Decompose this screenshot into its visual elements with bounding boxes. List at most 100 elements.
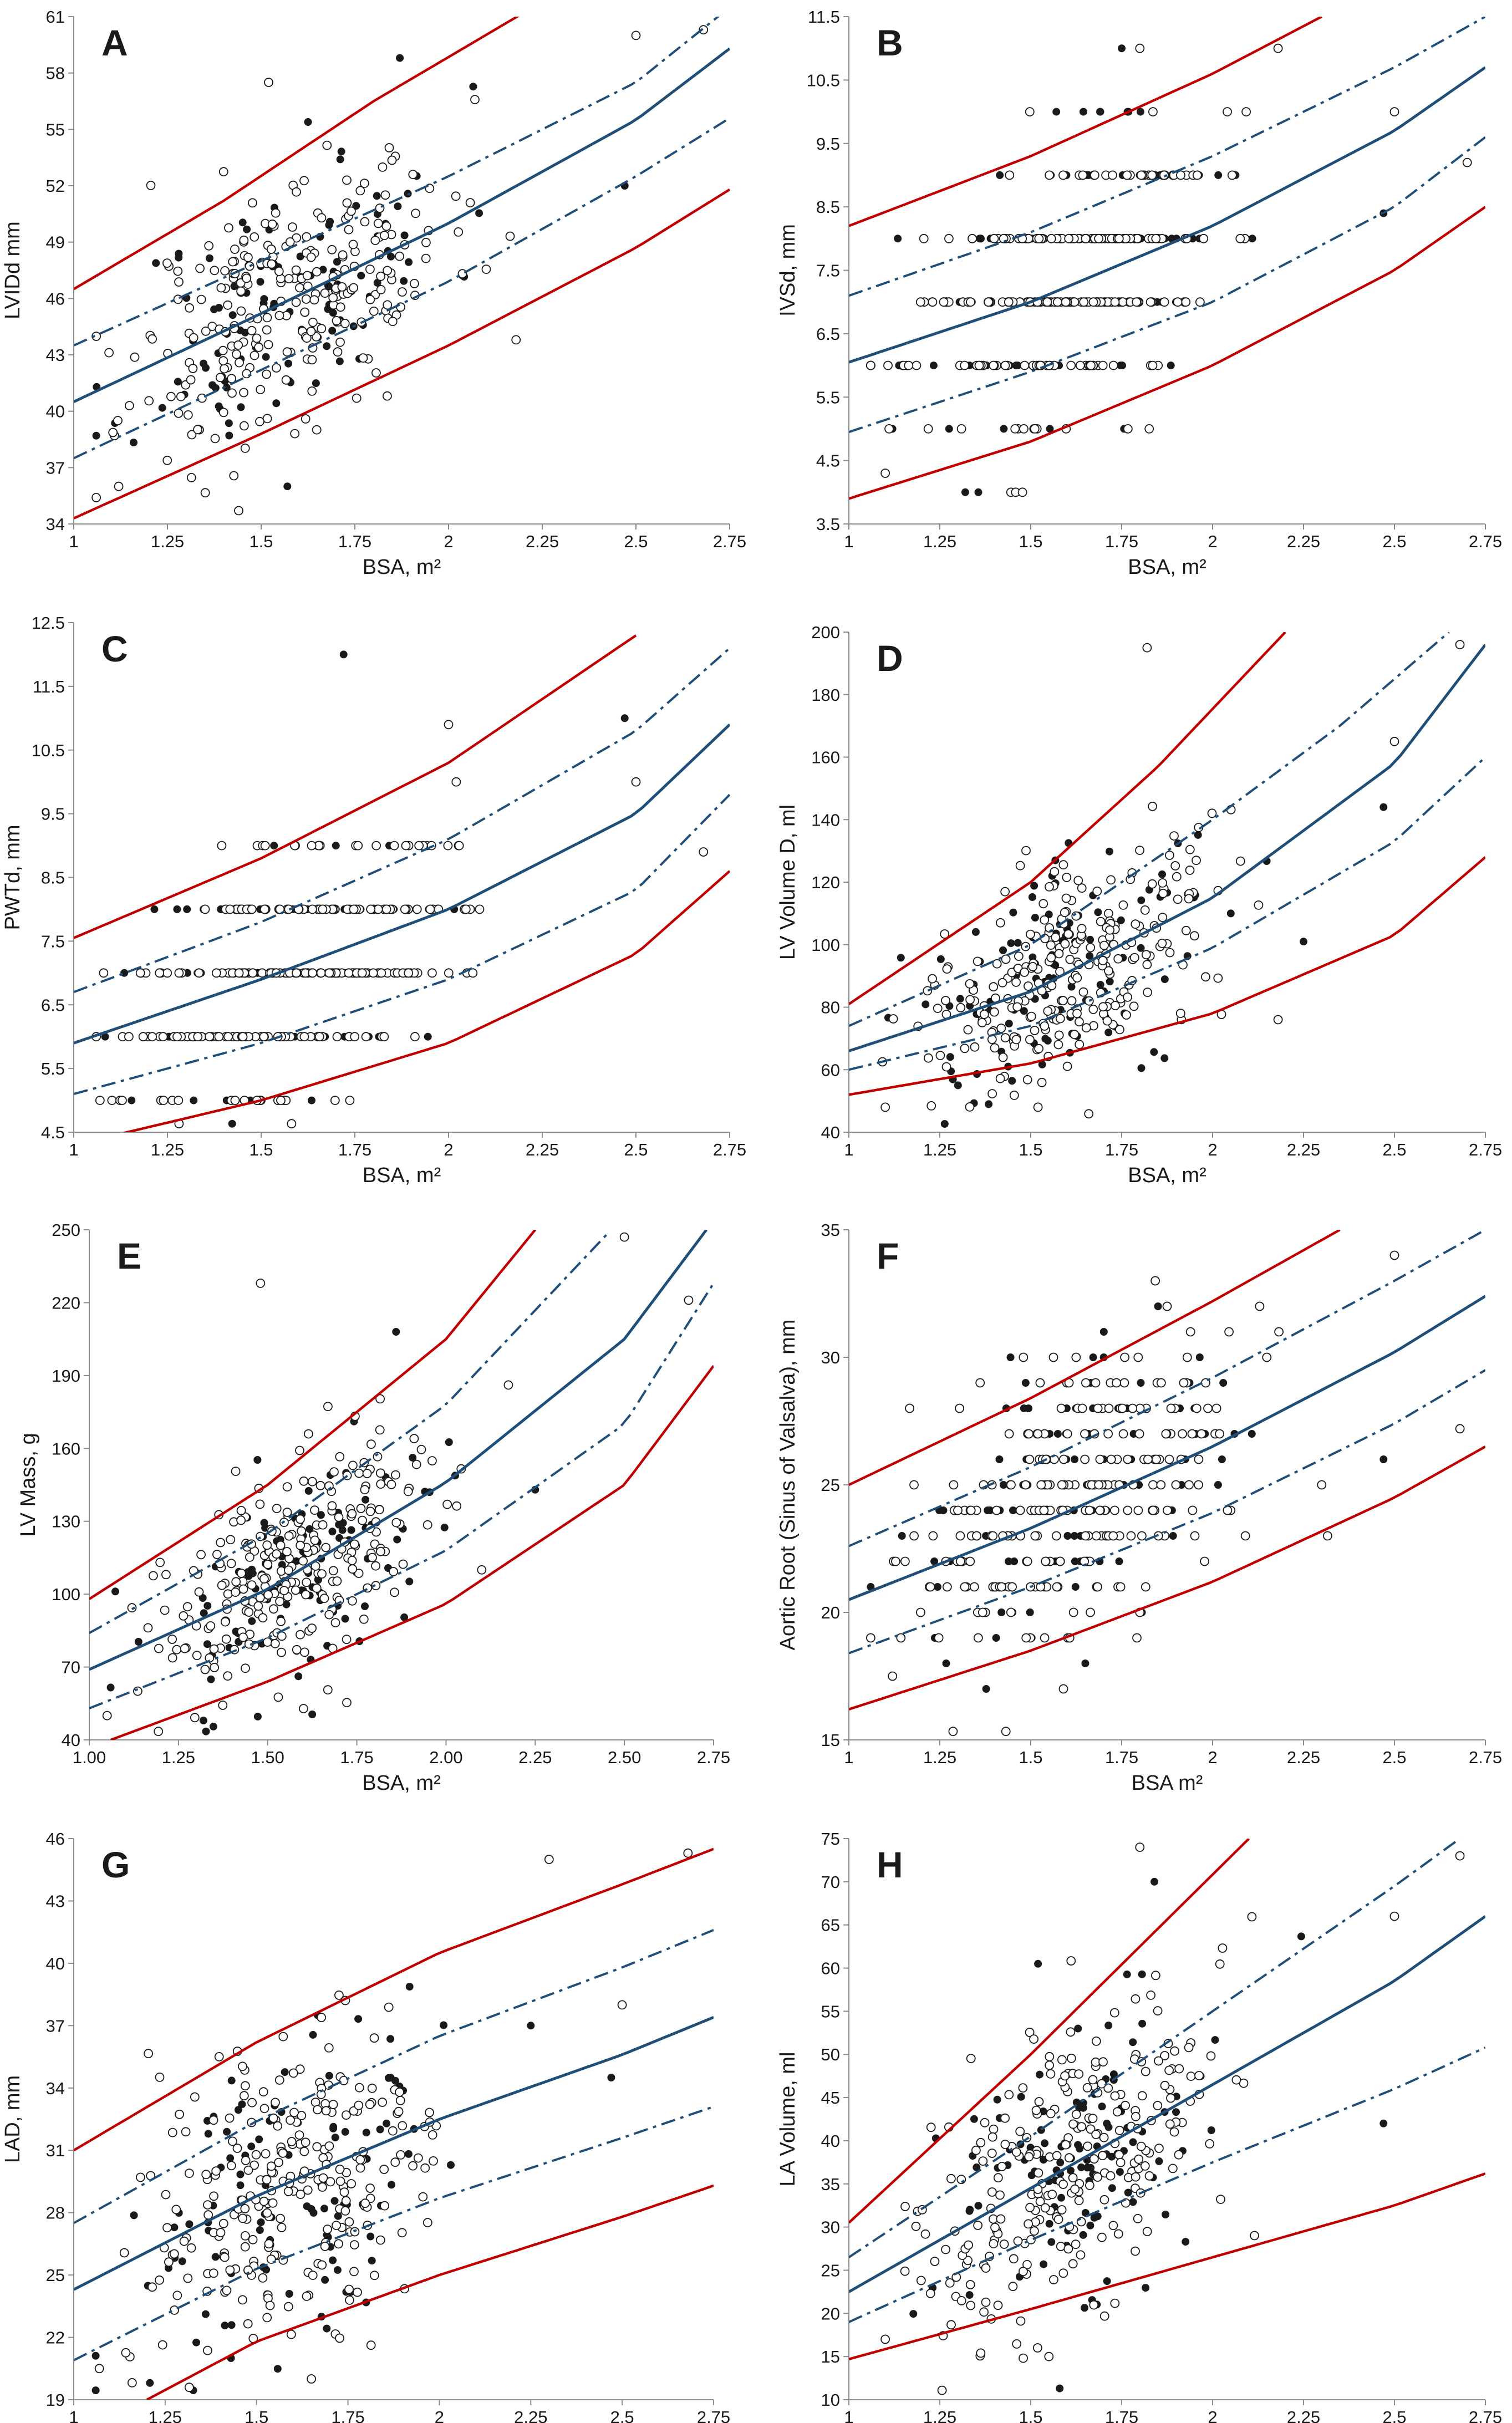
- data-point-filled: [309, 2208, 318, 2217]
- data-point-filled: [1071, 1455, 1078, 1463]
- plus-2sd-line: [849, 1839, 1461, 2258]
- data-point-filled: [1063, 1532, 1072, 1540]
- data-point-filled: [238, 218, 247, 227]
- data-point-open: [1083, 2141, 1092, 2151]
- data-point-filled: [323, 342, 331, 350]
- data-point-open: [257, 968, 267, 978]
- data-point-filled: [328, 327, 337, 335]
- data-point-open: [1054, 1030, 1064, 1040]
- data-point-open: [173, 266, 183, 276]
- data-point-open: [1062, 1429, 1072, 1439]
- data-point-filled: [1020, 1007, 1028, 1015]
- data-point-open: [286, 2329, 296, 2339]
- data-point-open: [995, 1073, 1005, 1083]
- data-point-filled: [447, 2161, 455, 2169]
- y-tick-label: 43: [46, 345, 65, 365]
- data-point-filled: [393, 1535, 401, 1544]
- data-point-open: [135, 968, 145, 978]
- y-tick-label: 6.5: [816, 324, 840, 344]
- x-tick-label: 1: [69, 2407, 78, 2423]
- data-point-open: [317, 1569, 327, 1579]
- data-point-open: [355, 186, 365, 196]
- data-point-open: [381, 221, 391, 231]
- data-point-filled: [1096, 108, 1104, 116]
- data-point-open: [631, 777, 641, 787]
- x-tick-label: 2.25: [518, 1748, 552, 1767]
- data-point-open: [274, 266, 284, 276]
- data-point-filled: [898, 1532, 906, 1540]
- data-point-open: [209, 1644, 219, 1654]
- data-point-open: [218, 1701, 228, 1710]
- minus-2sd-line: [849, 136, 1485, 434]
- data-point-open: [176, 391, 186, 401]
- x-tick-label: 1.75: [338, 532, 371, 551]
- data-point-open: [1031, 2105, 1041, 2115]
- y-tick-label: 58: [46, 64, 65, 83]
- y-tick-label: 5.5: [816, 388, 840, 407]
- data-point-open: [299, 1032, 309, 1042]
- data-point-open: [147, 1032, 157, 1042]
- data-point-filled: [146, 2379, 154, 2387]
- minus-2sd-line: [74, 2105, 714, 2361]
- data-point-open: [1215, 1429, 1225, 1439]
- data-point-open: [258, 2273, 268, 2283]
- data-point-open: [157, 2340, 167, 2350]
- data-point-filled: [974, 2202, 982, 2210]
- data-point-open: [332, 1576, 342, 1586]
- data-point-filled: [1160, 1054, 1169, 1062]
- data-point-open: [1144, 2171, 1154, 2181]
- y-axis-title: IVSd, mm: [776, 224, 800, 317]
- mean-line: [849, 1295, 1485, 1601]
- data-point-open: [989, 982, 999, 992]
- panel-c: 1 1.25 1.5 1.75 2 2.25 2.5 2.754.55.56.57.58.59…: [1, 613, 746, 1187]
- y-tick-label: 28: [46, 2203, 65, 2223]
- x-tick-label: 2: [444, 532, 453, 551]
- data-point-open: [1061, 2140, 1071, 2150]
- data-point-open: [956, 1556, 965, 1566]
- data-point-open: [1160, 2051, 1170, 2060]
- data-point-open: [1071, 911, 1081, 921]
- data-point-open: [992, 959, 1002, 969]
- data-point-open: [1115, 1025, 1124, 1035]
- data-point-open: [940, 929, 950, 939]
- data-point-open: [981, 2297, 991, 2307]
- panel-letter: C: [101, 628, 128, 669]
- data-point-open: [1185, 866, 1195, 875]
- data-point-open: [124, 401, 134, 410]
- x-tick-label: 1.25: [151, 1140, 184, 1159]
- data-point-open: [234, 968, 244, 978]
- data-point-filled: [1087, 2164, 1095, 2172]
- data-point-open: [206, 1621, 216, 1631]
- data-point-filled: [1053, 1430, 1062, 1438]
- data-point-open: [1040, 1633, 1050, 1643]
- data-point-filled: [383, 2119, 391, 2127]
- data-point-open: [1004, 2090, 1014, 2100]
- data-point-open: [236, 1505, 246, 1515]
- data-point-filled: [993, 2095, 1001, 2104]
- x-tick-label: 1.5: [1019, 2407, 1042, 2423]
- data-point-open: [1019, 2267, 1028, 2277]
- data-point-open: [1053, 1040, 1063, 1050]
- data-point-open: [314, 1032, 324, 1042]
- data-point-open: [1106, 2171, 1116, 2181]
- data-point-open: [276, 2213, 286, 2223]
- data-point-open: [1153, 2006, 1163, 2016]
- data-point-open: [268, 1604, 278, 1614]
- y-axis-title: LAD, mm: [1, 2075, 24, 2163]
- data-point-open: [1148, 801, 1158, 811]
- data-point-open: [973, 956, 982, 966]
- data-point-open: [296, 1630, 305, 1640]
- data-point-open: [256, 1531, 265, 1541]
- data-point-filled: [1104, 2123, 1113, 2131]
- data-point-filled: [1158, 870, 1166, 878]
- data-point-open: [1017, 487, 1027, 497]
- x-axis-title: BSA, m²: [362, 1772, 440, 1795]
- data-point-open: [190, 2092, 200, 2102]
- data-point-filled: [1129, 2198, 1137, 2206]
- data-point-open: [155, 968, 165, 978]
- y-tick-label: 31: [46, 2141, 65, 2160]
- data-point-filled: [323, 2324, 331, 2333]
- data-point-open: [344, 968, 354, 978]
- data-point-open: [1102, 1016, 1112, 1026]
